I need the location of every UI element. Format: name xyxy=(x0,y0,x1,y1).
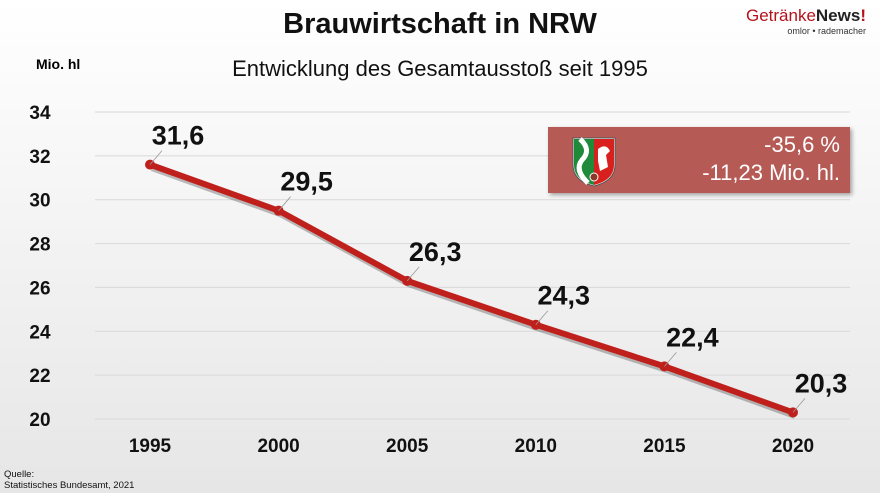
source-text: Statistisches Bundesamt, 2021 xyxy=(4,480,135,491)
logo-subtitle: omlor • rademacher xyxy=(787,26,866,36)
x-tick-label: 2020 xyxy=(772,436,814,457)
chart-title: Brauwirtschaft in NRW xyxy=(283,8,597,40)
logo-bold: News xyxy=(815,6,861,25)
y-tick-label: 28 xyxy=(29,235,50,256)
y-tick-label: 24 xyxy=(29,322,51,343)
data-label: 26,3 xyxy=(409,237,462,267)
callout-box: -35,6 % -11,23 Mio. hl. xyxy=(548,127,850,193)
y-tick-label: 20 xyxy=(29,410,50,431)
data-label: 22,4 xyxy=(666,322,719,352)
chart-subtitle: Entwicklung des Gesamtausstoß seit 1995 xyxy=(232,56,648,81)
x-tick-label: 2000 xyxy=(257,436,299,457)
nrw-coat-of-arms-icon xyxy=(572,137,616,187)
data-label: 24,3 xyxy=(538,281,591,311)
data-label-leader xyxy=(278,196,291,211)
x-tick-label: 1995 xyxy=(129,436,172,457)
callout-percent: -35,6 % xyxy=(764,132,840,157)
source-note: Quelle: Statistisches Bundesamt, 2021 xyxy=(4,469,134,491)
y-tick-label: 26 xyxy=(29,278,50,299)
data-label-leader xyxy=(149,150,163,165)
callout-absolute: -11,23 Mio. hl. xyxy=(702,160,840,185)
x-tick-label: 2010 xyxy=(515,436,557,457)
y-tick-label: 32 xyxy=(29,147,50,168)
data-label-leader xyxy=(792,398,806,413)
source-label: Quelle: xyxy=(4,469,35,480)
y-axis-unit: Mio. hl xyxy=(36,56,81,72)
data-label-leader xyxy=(406,266,420,282)
data-label-leader xyxy=(535,310,549,325)
data-label: 31,6 xyxy=(152,121,205,151)
series-line xyxy=(148,161,795,416)
logo: GetränkeNews! omlor • rademacher xyxy=(746,6,866,36)
data-label-leader xyxy=(664,352,677,367)
y-tick-label: 34 xyxy=(29,103,51,124)
data-label: 20,3 xyxy=(795,368,848,398)
y-tick-label: 30 xyxy=(29,191,50,212)
x-tick-label: 2015 xyxy=(643,436,686,457)
logo-text: Getränke xyxy=(745,6,816,25)
y-tick-label: 22 xyxy=(29,366,50,387)
logo-mark: ! xyxy=(860,6,866,25)
x-tick-label: 2005 xyxy=(386,436,429,457)
data-label: 29,5 xyxy=(280,167,333,197)
